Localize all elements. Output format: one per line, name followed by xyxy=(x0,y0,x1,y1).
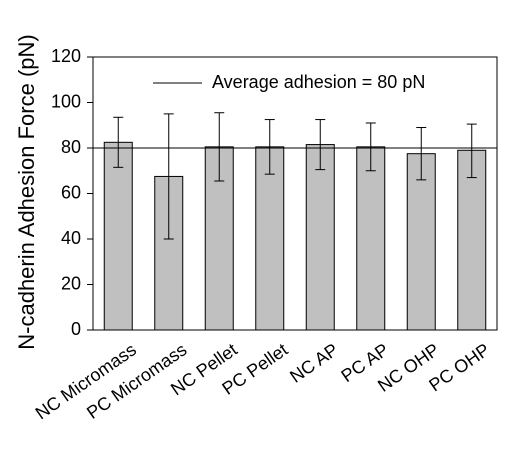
legend-label-average-adhesion: Average adhesion = 80 pN xyxy=(212,72,425,92)
y-tick-label: 40 xyxy=(61,228,81,248)
reference-line-group xyxy=(93,82,497,149)
x-tick-label: NC AP xyxy=(286,339,342,386)
error-bar xyxy=(365,122,376,172)
y-tick-label: 80 xyxy=(61,137,81,157)
y-tick-label: 60 xyxy=(61,182,81,202)
y-tick-label: 20 xyxy=(61,273,81,293)
bar-series xyxy=(103,141,487,331)
error-bar xyxy=(264,119,275,175)
plot-area-border xyxy=(92,56,498,331)
bar xyxy=(103,141,133,331)
error-bar xyxy=(315,119,326,171)
error-bars xyxy=(113,112,477,240)
error-bar xyxy=(416,127,427,181)
bar xyxy=(255,146,285,331)
error-bar xyxy=(113,116,124,168)
error-bar xyxy=(466,123,477,179)
bar xyxy=(406,153,436,331)
y-axis-title: N-cadherin Adhesion Force (pN) xyxy=(14,34,39,349)
error-bar xyxy=(214,112,225,182)
bar xyxy=(356,146,386,331)
y-tick-label: 0 xyxy=(71,319,81,339)
y-tick-label: 100 xyxy=(51,91,81,111)
y-axis-ticks: 0 20 40 60 80 100 120 xyxy=(51,46,93,339)
y-tick-label: 120 xyxy=(51,46,81,66)
bar xyxy=(305,144,335,331)
plot-frame xyxy=(92,56,498,331)
bar xyxy=(457,149,487,331)
error-bar xyxy=(163,113,174,240)
